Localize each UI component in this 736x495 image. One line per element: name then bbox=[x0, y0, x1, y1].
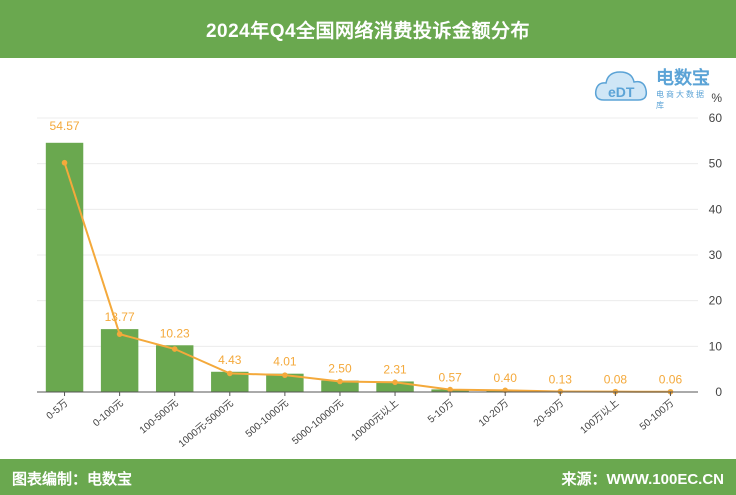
bar bbox=[266, 373, 304, 392]
y-tick-label: 60 bbox=[709, 111, 723, 125]
trend-line bbox=[61, 159, 674, 395]
y-tick-label: 50 bbox=[709, 157, 723, 171]
data-label: 10.23 bbox=[160, 326, 190, 340]
line-series bbox=[63, 162, 671, 393]
line-point bbox=[171, 346, 178, 352]
data-label: 0.57 bbox=[438, 370, 462, 384]
footer-credit: 图表编制：电数宝 bbox=[12, 471, 133, 488]
footer-bar: 图表编制：电数宝 来源：WWW.100EC.CN bbox=[0, 459, 736, 495]
gridlines bbox=[37, 117, 698, 347]
y-axis: 0 10 20 30 40 50 60% bbox=[709, 91, 723, 399]
chart-title: 2024年Q4全国网络消费投诉金额分布 bbox=[0, 0, 736, 58]
brand-logo: eDT 电数宝 电商大数据库 bbox=[594, 62, 714, 110]
line-point bbox=[392, 379, 398, 386]
line-point bbox=[557, 388, 564, 395]
x-tick-label: 5000-10000元 bbox=[290, 398, 346, 447]
data-label: 54.57 bbox=[50, 119, 80, 133]
logo-mark: eDT bbox=[608, 84, 635, 100]
line-point bbox=[226, 370, 233, 377]
x-tick-label: 1000元-5000元 bbox=[177, 398, 236, 450]
bar bbox=[376, 381, 414, 392]
line-point bbox=[282, 372, 288, 378]
logo-name: 电数宝 bbox=[656, 68, 710, 88]
y-tick-label: 40 bbox=[709, 202, 723, 216]
data-labels: 54.57 13.77 10.23 4.43 4.01 2.50 2.31 0.57 0.40 0… bbox=[50, 119, 683, 387]
x-tick-label: 0-5万 bbox=[45, 398, 71, 422]
data-label: 0.40 bbox=[494, 371, 518, 385]
x-tick-label: 10-20万 bbox=[477, 398, 511, 429]
data-label: 4.43 bbox=[218, 353, 242, 367]
x-tick-label: 10000元以上 bbox=[349, 397, 401, 443]
logo-tagline: 电商大数据库 bbox=[656, 90, 706, 110]
cloud-icon: eDT bbox=[594, 71, 648, 101]
line-point bbox=[337, 378, 343, 385]
bar bbox=[211, 371, 249, 392]
line-point bbox=[447, 386, 453, 393]
data-label: 0.06 bbox=[659, 373, 683, 387]
bars bbox=[45, 142, 690, 392]
y-unit-label: % bbox=[711, 91, 722, 105]
x-tick-label: 5-10万 bbox=[426, 398, 456, 426]
x-tick-label: 100万以上 bbox=[578, 397, 621, 436]
data-label: 13.77 bbox=[105, 310, 135, 324]
x-tick-label: 500-1000元 bbox=[244, 398, 291, 440]
bar-line-chart: 54.57 13.77 10.23 4.43 4.01 2.50 2.31 0.57 0.40 0… bbox=[37, 91, 723, 450]
footer-source: 来源：WWW.100EC.CN bbox=[561, 471, 724, 488]
y-tick-label: 0 bbox=[715, 385, 722, 399]
bar bbox=[155, 345, 194, 392]
x-tick-label: 0-100元 bbox=[91, 398, 125, 429]
x-tick-label: 50-100万 bbox=[638, 398, 677, 433]
y-tick-label: 20 bbox=[709, 294, 723, 308]
x-tick-label: 100-500元 bbox=[138, 398, 181, 436]
line-point bbox=[61, 159, 68, 166]
y-tick-label: 30 bbox=[709, 248, 723, 262]
bar bbox=[100, 329, 139, 392]
bar bbox=[321, 380, 359, 392]
bar bbox=[45, 142, 84, 392]
y-tick-label: 10 bbox=[709, 339, 723, 353]
data-label: 4.01 bbox=[273, 355, 297, 369]
data-label: 2.31 bbox=[383, 362, 407, 376]
line-point bbox=[116, 331, 123, 337]
data-label: 0.13 bbox=[549, 372, 573, 386]
x-tick-label: 20-50万 bbox=[532, 398, 566, 429]
data-label: 2.50 bbox=[328, 362, 352, 376]
data-label: 0.08 bbox=[604, 373, 628, 387]
